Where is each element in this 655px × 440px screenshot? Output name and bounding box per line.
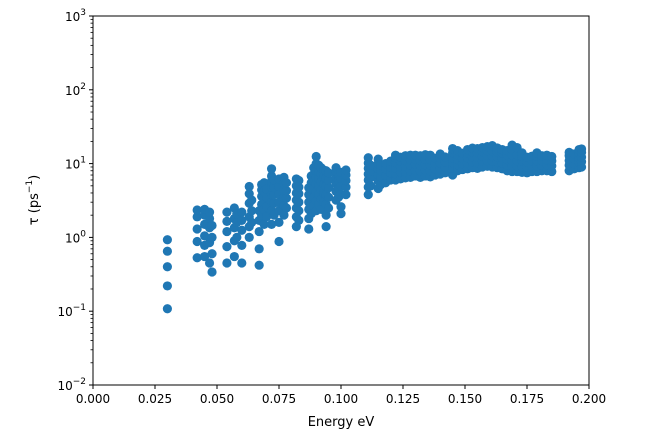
data-point <box>324 203 334 213</box>
data-point <box>204 213 215 224</box>
data-point <box>311 151 321 162</box>
data-point <box>222 226 232 237</box>
data-point <box>266 219 277 229</box>
data-point <box>222 242 232 252</box>
points-layer <box>162 140 587 314</box>
y-tick-label: 10−1 <box>57 303 86 319</box>
data-point <box>247 217 257 227</box>
x-tick-label: 0.150 <box>448 392 482 406</box>
data-point <box>254 244 264 254</box>
data-point <box>207 232 217 242</box>
data-point <box>266 164 277 174</box>
data-point <box>237 215 247 225</box>
data-point <box>207 220 217 231</box>
data-point <box>341 182 351 192</box>
data-point <box>162 304 172 314</box>
x-tick-label: 0.025 <box>138 392 172 406</box>
data-point <box>204 258 215 268</box>
data-point <box>547 151 557 162</box>
data-point <box>192 212 202 222</box>
data-point <box>254 226 264 237</box>
data-point <box>200 251 210 262</box>
y-tick-label: 10−2 <box>57 377 86 393</box>
data-point <box>200 231 210 241</box>
data-point <box>324 192 334 202</box>
x-axis-label: Energy eV <box>308 415 375 430</box>
data-point <box>294 206 304 216</box>
data-point <box>162 246 172 256</box>
y-tick-label: 101 <box>65 156 86 172</box>
data-point <box>321 210 331 220</box>
data-point <box>294 182 304 192</box>
data-point <box>366 172 376 183</box>
y-tick-label: 103 <box>65 8 86 24</box>
data-point <box>341 165 351 175</box>
data-point <box>363 153 373 163</box>
data-point <box>237 207 247 217</box>
data-point <box>274 217 284 227</box>
data-point <box>281 178 292 188</box>
data-point <box>336 209 346 219</box>
data-point <box>341 190 351 200</box>
data-point <box>162 235 172 245</box>
data-point <box>304 224 314 234</box>
y-tick-label: 102 <box>65 82 86 98</box>
data-point <box>366 160 376 170</box>
data-point <box>259 219 269 229</box>
data-point <box>222 258 232 268</box>
data-point <box>294 215 304 225</box>
data-point <box>247 206 257 216</box>
data-point <box>279 210 289 220</box>
y-tick-label: 100 <box>65 229 86 245</box>
data-point <box>281 186 292 196</box>
data-point <box>321 222 331 232</box>
data-point <box>363 190 373 200</box>
data-point <box>222 207 232 217</box>
data-point <box>247 195 257 205</box>
x-tick-label: 0.100 <box>324 392 358 406</box>
data-point <box>324 183 334 193</box>
data-point <box>336 202 346 212</box>
data-point <box>237 240 247 250</box>
data-point <box>274 236 284 247</box>
x-tick-label: 0.075 <box>262 392 296 406</box>
x-tick-label: 0.175 <box>510 392 544 406</box>
x-tick-label: 0.125 <box>386 392 420 406</box>
data-point <box>207 267 217 277</box>
data-point <box>162 262 172 272</box>
data-point <box>294 189 304 199</box>
data-point <box>237 225 247 235</box>
data-point <box>207 249 217 259</box>
data-point <box>366 181 376 191</box>
data-point <box>232 232 242 242</box>
data-point <box>440 152 450 162</box>
data-point <box>294 197 304 207</box>
x-axis-ticks: 0.000 0.025 0.050 0.075 0.100 0.125 0.150 0.175… <box>76 385 606 406</box>
data-point <box>244 181 254 192</box>
data-point <box>162 281 172 291</box>
data-point <box>222 216 232 226</box>
x-tick-label: 0.000 <box>76 392 110 406</box>
data-point <box>192 205 202 215</box>
data-point <box>192 224 202 234</box>
data-point <box>229 251 239 262</box>
y-axis-ticks: 10−2 10−1 100 101 102 103 <box>57 8 93 393</box>
data-point <box>281 193 292 203</box>
data-point <box>192 236 202 247</box>
data-point <box>281 203 292 213</box>
data-point <box>324 168 334 178</box>
x-tick-label: 0.200 <box>572 392 606 406</box>
data-point <box>244 232 254 242</box>
x-tick-label: 0.050 <box>200 392 234 406</box>
data-point <box>254 260 264 270</box>
data-point <box>237 258 247 268</box>
data-point <box>294 175 304 186</box>
data-point <box>576 144 587 154</box>
y-axis-label: τ (ps−1) <box>25 175 42 225</box>
data-point <box>192 253 202 263</box>
data-point <box>204 207 215 217</box>
data-point <box>324 175 334 185</box>
data-point <box>262 212 272 222</box>
